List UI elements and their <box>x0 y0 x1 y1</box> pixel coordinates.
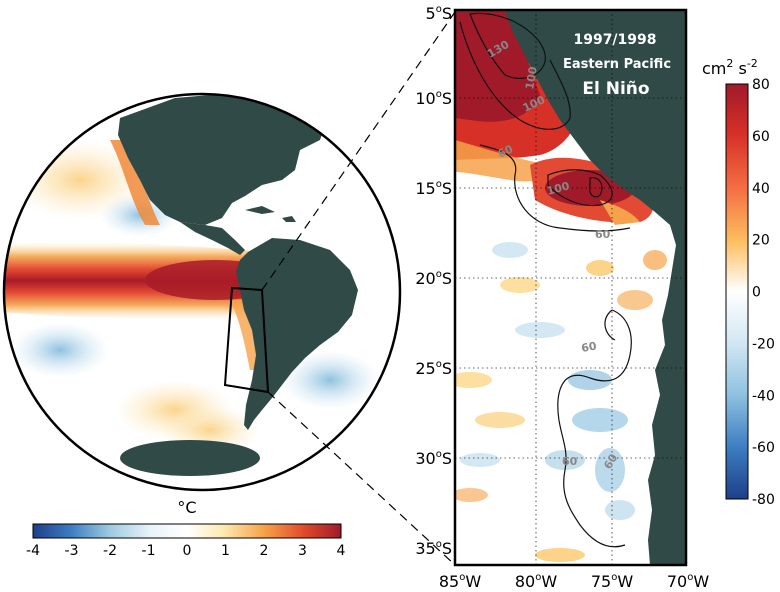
lat-label: 10oS <box>415 89 452 108</box>
title-line-2: Eastern Pacific <box>563 57 671 72</box>
eke-colorbar-tick-label: 20 <box>752 233 770 249</box>
central-america-land <box>180 222 245 255</box>
latitude-labels: 5oS 10oS 15oS 20oS 25oS 30oS 35oS <box>415 4 452 558</box>
contour-label: 100 <box>523 65 540 90</box>
cool-patch <box>280 350 380 410</box>
contour-label: 60 <box>595 228 611 241</box>
antarctica-land <box>120 440 260 476</box>
map-title: 1997/1998 Eastern Pacific El Niño <box>563 32 671 99</box>
sst-colorbar-tick-label: 2 <box>260 543 269 559</box>
contour-label: 60 <box>562 455 578 468</box>
north-america-land <box>118 94 330 225</box>
lat-label: 35oS <box>415 539 452 558</box>
sst-colorbar: °C -4 -3 -2 -1 0 1 2 3 4 <box>26 498 346 559</box>
coastal-warm-band <box>110 140 160 225</box>
title-line-1: 1997/1998 <box>573 32 656 48</box>
eke-colorbar-ramp <box>725 83 749 500</box>
sst-colorbar-tick-label: 4 <box>337 543 346 559</box>
lon-label: 80oW <box>515 572 557 591</box>
sst-colorbar-tick-label: -3 <box>65 543 79 559</box>
lon-label: 70oW <box>667 572 709 591</box>
eke-colorbar-unit: cm2 s-2 <box>702 57 758 78</box>
lon-label: 75oW <box>591 572 633 591</box>
lat-label: 5oS <box>426 4 452 23</box>
eke-colorbar-tick-label: -60 <box>752 440 775 456</box>
lat-label: 20oS <box>415 269 452 288</box>
eke-colorbar-tick-label: 80 <box>752 77 770 93</box>
sst-colorbar-unit: °C <box>177 498 196 517</box>
globe <box>2 92 402 492</box>
lat-label: 25oS <box>415 359 452 378</box>
contour-lines <box>459 12 632 548</box>
eke-colorbar-tick-label: -80 <box>752 492 775 508</box>
lon-label: 85oW <box>439 572 481 591</box>
lat-label: 15oS <box>415 179 452 198</box>
contour-label: 100 <box>545 179 571 198</box>
sst-colorbar-tick-label: 0 <box>183 543 192 559</box>
eke-colorbar-tick-label: 40 <box>752 181 770 197</box>
sst-colorbar-ramp <box>32 523 342 539</box>
sst-colorbar-tick-label: -2 <box>103 543 117 559</box>
regional-map: 130 100 100 60 100 60 60 60 60 1997/1998… <box>415 4 709 591</box>
eke-colorbar-tick-label: -20 <box>752 336 775 352</box>
map-frame <box>453 8 688 567</box>
title-line-3: El Niño <box>582 79 649 99</box>
contour-label: 60 <box>496 142 516 160</box>
sst-colorbar-tick-label: -4 <box>26 543 40 559</box>
cool-patch <box>10 322 110 378</box>
globe-outline <box>2 92 402 492</box>
sst-colorbar-tick-label: 1 <box>221 543 230 559</box>
longitude-labels: 85oW 80oW 75oW 70oW <box>439 572 709 591</box>
contour-label: 60 <box>580 339 598 355</box>
lat-label: 30oS <box>415 449 452 468</box>
zoom-connector-top <box>261 11 456 291</box>
eke-colorbar-tick-label: 60 <box>752 129 770 145</box>
caribbean-islands <box>245 206 296 222</box>
eke-colorbar-tick-label: 0 <box>752 285 761 301</box>
zoom-connector-bottom <box>267 391 456 566</box>
eke-colorbar-tick-label: -40 <box>752 388 775 404</box>
sst-colorbar-tick-label: -1 <box>142 543 156 559</box>
eke-colorbar: cm2 s-2 80 60 40 20 0 -20 -40 -60 -80 <box>702 57 775 508</box>
sst-colorbar-tick-label: 3 <box>298 543 307 559</box>
south-america-coast-land <box>505 10 686 565</box>
